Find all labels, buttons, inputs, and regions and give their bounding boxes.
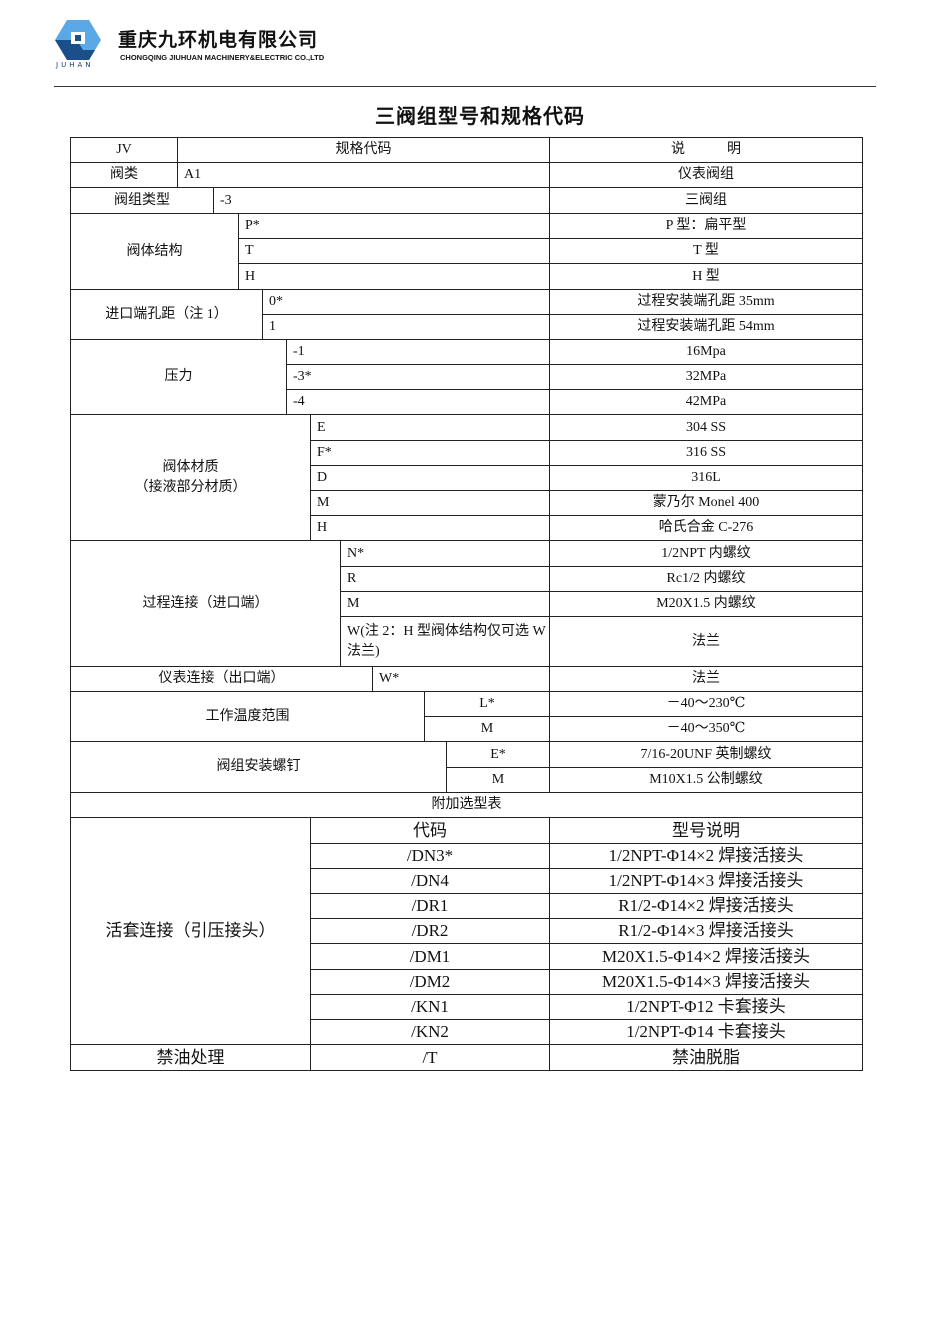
extra-options-title: 附加选型表 bbox=[70, 792, 863, 818]
spec-description-cell: 316 SS bbox=[549, 440, 863, 466]
spec-code-cell: 0* bbox=[262, 289, 550, 315]
header-divider bbox=[54, 86, 876, 87]
spec-code-cell: H bbox=[310, 515, 550, 541]
spec-description-cell: 蒙乃尔 Monel 400 bbox=[549, 490, 863, 516]
spec-description-cell: H 型 bbox=[549, 263, 863, 290]
spec-code-cell: P* bbox=[238, 213, 550, 239]
spec-code-cell: D bbox=[310, 465, 550, 491]
row-group-label: 阀类 bbox=[70, 162, 178, 188]
spec-description-cell: R1/2-Φ14×3 焊接活接头 bbox=[549, 918, 863, 944]
spec-code-cell: /DR2 bbox=[310, 918, 550, 944]
spec-description-cell: 法兰 bbox=[549, 616, 863, 667]
row-group-label: 工作温度范围 bbox=[70, 691, 425, 742]
spec-code-cell: /KN1 bbox=[310, 994, 550, 1020]
spec-description-cell: R1/2-Φ14×2 焊接活接头 bbox=[549, 893, 863, 919]
spec-description-cell: 1/2NPT-Φ14×3 焊接活接头 bbox=[549, 868, 863, 894]
spec-code-cell: /DR1 bbox=[310, 893, 550, 919]
spec-description-cell: 304 SS bbox=[549, 414, 863, 441]
spec-description-cell: －40～230℃ bbox=[549, 691, 863, 717]
spec-code-cell: L* bbox=[424, 691, 550, 717]
spec-description-cell: 三阀组 bbox=[549, 187, 863, 214]
spec-description-cell: M10X1.5 公制螺纹 bbox=[549, 767, 863, 793]
row-group-label: 禁油处理 bbox=[70, 1044, 311, 1071]
spec-code-cell: M bbox=[340, 591, 550, 617]
spec-description-cell: M20X1.5 内螺纹 bbox=[549, 591, 863, 617]
spec-description-cell: 7/16-20UNF 英制螺纹 bbox=[549, 741, 863, 768]
spec-description-cell: 哈氏合金 C-276 bbox=[549, 515, 863, 541]
spec-code-cell: 1 bbox=[262, 314, 550, 340]
spec-code-cell: E bbox=[310, 414, 550, 441]
row-group-label: 阀组类型 bbox=[70, 187, 214, 214]
spec-code-cell: M bbox=[446, 767, 550, 793]
spec-description-cell: T 型 bbox=[549, 238, 863, 264]
header-cell-code: 规格代码 bbox=[177, 137, 550, 163]
spec-description-cell: 法兰 bbox=[549, 666, 863, 692]
spec-description-cell: 1/2NPT-Φ14×2 焊接活接头 bbox=[549, 843, 863, 869]
company-name-en: CHONGQING JIUHUAN MACHINERY&ELECTRIC CO.… bbox=[120, 53, 325, 62]
spec-code-cell: M bbox=[310, 490, 550, 516]
spec-code-cell: /DM1 bbox=[310, 943, 550, 970]
header-cell-description: 说 明 bbox=[549, 137, 863, 163]
spec-code-cell: -1 bbox=[286, 339, 550, 365]
company-logo bbox=[55, 20, 101, 60]
spec-description-cell: 1/2NPT-Φ12 卡套接头 bbox=[549, 994, 863, 1020]
header-cell-jv: JV bbox=[70, 137, 178, 163]
spec-code-cell: /DN3* bbox=[310, 843, 550, 869]
spec-code-cell: W* bbox=[372, 666, 550, 692]
row-group-label: 过程连接（进口端） bbox=[70, 540, 341, 667]
spec-code-cell: /DN4 bbox=[310, 868, 550, 894]
spec-code-cell: /T bbox=[310, 1044, 550, 1071]
spec-code-cell: F* bbox=[310, 440, 550, 466]
spec-code-cell: T bbox=[238, 238, 550, 264]
spec-description-cell: 型号说明 bbox=[549, 817, 863, 844]
spec-description-cell: 1/2NPT-Φ14 卡套接头 bbox=[549, 1019, 863, 1045]
spec-description-cell: 316L bbox=[549, 465, 863, 491]
spec-code-cell: -3* bbox=[286, 364, 550, 390]
row-group-label: 活套连接（引压接头） bbox=[70, 817, 311, 1045]
spec-description-cell: 过程安装端孔距 54mm bbox=[549, 314, 863, 340]
spec-code-cell: R bbox=[340, 566, 550, 592]
document-title: 三阀组型号和规格代码 bbox=[375, 106, 585, 128]
spec-description-cell: 禁油脱脂 bbox=[549, 1044, 863, 1071]
row-group-label: 阀组安装螺钉 bbox=[70, 741, 447, 793]
spec-code-cell: W(注 2：H 型阀体结构仅可选 W 法兰) bbox=[340, 616, 550, 667]
row-group-label: 阀体结构 bbox=[70, 213, 239, 290]
row-group-label: 进口端孔距（注 1） bbox=[70, 289, 263, 340]
row-group-label: 阀体材质 （接液部分材质） bbox=[70, 414, 311, 541]
logo-text: JUHAN bbox=[56, 61, 94, 69]
spec-description-cell: 过程安装端孔距 35mm bbox=[549, 289, 863, 315]
spec-description-cell: P 型：扁平型 bbox=[549, 213, 863, 239]
spec-code-cell: M bbox=[424, 716, 550, 742]
spec-description-cell: －40～350℃ bbox=[549, 716, 863, 742]
spec-code-cell: /KN2 bbox=[310, 1019, 550, 1045]
spec-description-cell: 1/2NPT 内螺纹 bbox=[549, 540, 863, 567]
spec-description-cell: Rc1/2 内螺纹 bbox=[549, 566, 863, 592]
spec-code-cell: N* bbox=[340, 540, 550, 567]
spec-description-cell: M20X1.5-Φ14×3 焊接活接头 bbox=[549, 969, 863, 995]
spec-description-cell: 42MPa bbox=[549, 389, 863, 415]
spec-code-cell: 代码 bbox=[310, 817, 550, 844]
spec-description-cell: 仪表阀组 bbox=[549, 162, 863, 188]
spec-code-cell: /DM2 bbox=[310, 969, 550, 995]
company-name: 重庆九环机电有限公司 bbox=[118, 29, 319, 51]
spec-code-cell: A1 bbox=[177, 162, 550, 188]
row-group-label: 压力 bbox=[70, 339, 287, 415]
spec-code-cell: H bbox=[238, 263, 550, 290]
spec-code-cell: -3 bbox=[213, 187, 550, 214]
spec-description-cell: 32MPa bbox=[549, 364, 863, 390]
spec-description-cell: M20X1.5-Φ14×2 焊接活接头 bbox=[549, 943, 863, 970]
spec-description-cell: 16Mpa bbox=[549, 339, 863, 365]
row-group-label: 仪表连接（出口端） bbox=[70, 666, 373, 692]
spec-code-cell: E* bbox=[446, 741, 550, 768]
spec-code-cell: -4 bbox=[286, 389, 550, 415]
